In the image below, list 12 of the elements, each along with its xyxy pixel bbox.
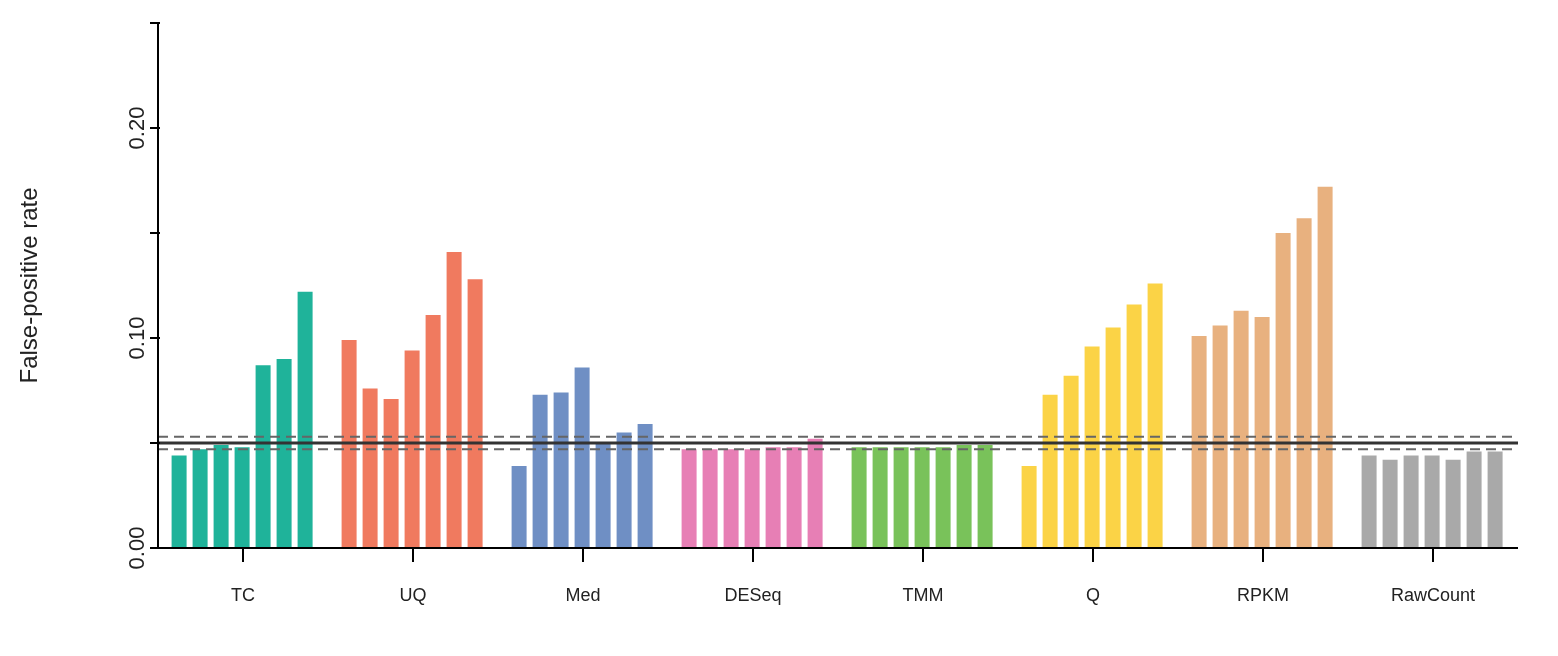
y-axis-title: False-positive rate bbox=[14, 187, 42, 384]
y-tick-label: 0.10 bbox=[124, 316, 149, 360]
x-tick-label: Med bbox=[565, 584, 601, 605]
x-tick-label: DESeq bbox=[724, 584, 782, 605]
x-tick-label: TC bbox=[231, 584, 255, 605]
x-tick-label: RawCount bbox=[1390, 584, 1476, 605]
y-tick-label: 0.00 bbox=[124, 526, 149, 570]
x-tick-label: TMM bbox=[902, 584, 944, 605]
x-tick-label: UQ bbox=[399, 584, 427, 605]
x-tick-label: RPKM bbox=[1236, 584, 1290, 605]
x-tick-label: Q bbox=[1085, 584, 1101, 605]
y-tick-label: 0.20 bbox=[124, 106, 149, 150]
